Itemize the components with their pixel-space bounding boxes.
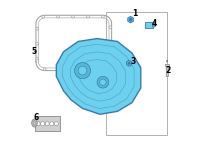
Text: 2: 2 — [166, 66, 171, 75]
Ellipse shape — [32, 119, 37, 127]
Circle shape — [36, 122, 40, 126]
Circle shape — [45, 122, 49, 126]
Circle shape — [129, 18, 132, 21]
Circle shape — [87, 15, 89, 18]
Circle shape — [103, 68, 106, 71]
Polygon shape — [56, 39, 141, 114]
Circle shape — [42, 15, 45, 18]
Circle shape — [72, 15, 75, 18]
Circle shape — [97, 76, 109, 88]
Ellipse shape — [33, 120, 36, 126]
Circle shape — [36, 27, 39, 30]
Bar — [166, 65, 168, 76]
Circle shape — [43, 68, 46, 71]
Circle shape — [58, 68, 61, 71]
Circle shape — [50, 122, 54, 126]
Circle shape — [100, 79, 106, 85]
Circle shape — [109, 26, 112, 29]
Circle shape — [109, 41, 112, 44]
Circle shape — [36, 42, 39, 45]
Text: 5: 5 — [32, 47, 37, 56]
Text: 6: 6 — [33, 113, 39, 122]
FancyBboxPatch shape — [145, 22, 154, 29]
Polygon shape — [127, 60, 132, 66]
Text: 1: 1 — [132, 9, 138, 18]
Circle shape — [75, 63, 91, 79]
Circle shape — [73, 68, 76, 71]
Bar — [106, 12, 167, 135]
Circle shape — [54, 122, 58, 126]
Bar — [35, 116, 60, 131]
Circle shape — [109, 56, 112, 59]
Circle shape — [57, 15, 60, 18]
Circle shape — [78, 66, 87, 75]
FancyBboxPatch shape — [152, 24, 155, 27]
Polygon shape — [128, 16, 133, 23]
Circle shape — [36, 57, 39, 60]
Circle shape — [128, 62, 130, 65]
Circle shape — [101, 15, 104, 18]
Circle shape — [88, 68, 91, 71]
Bar — [165, 64, 169, 66]
Text: 4: 4 — [151, 20, 157, 29]
Circle shape — [41, 122, 45, 126]
Text: 3: 3 — [131, 57, 136, 66]
